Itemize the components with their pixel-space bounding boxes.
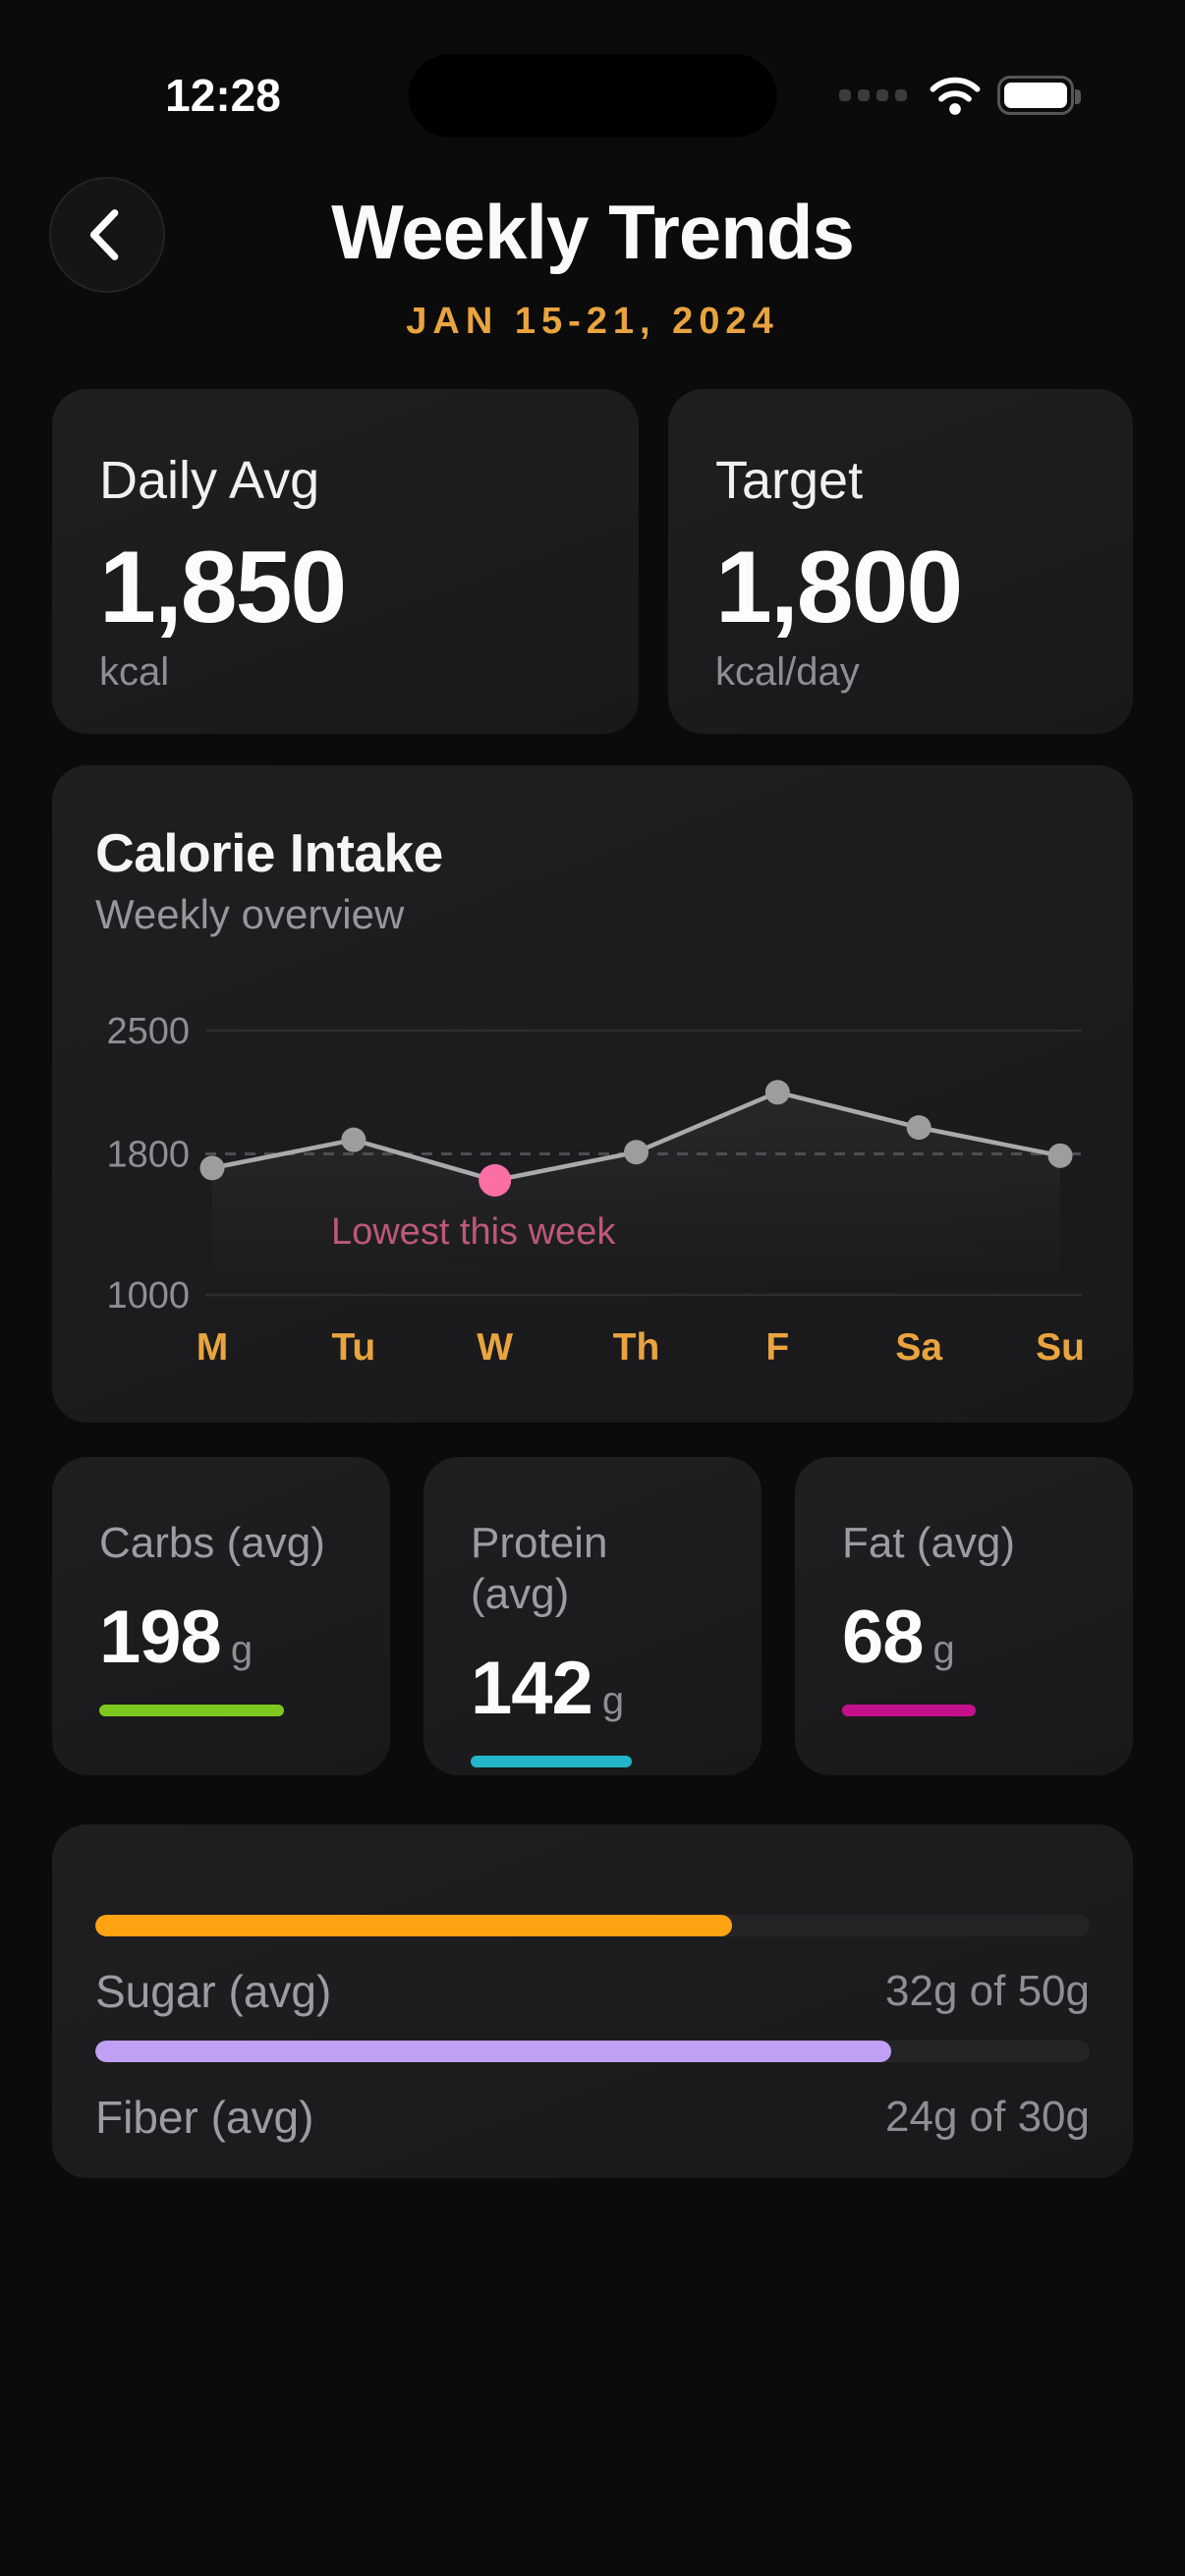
- fat-bar: [842, 1705, 977, 1716]
- chart-point-F[interactable]: [764, 1080, 790, 1105]
- fiber-progress-fill: [95, 2041, 891, 2062]
- chart-day-label-Sa: Sa: [895, 1326, 942, 1369]
- progress-label: Fiber (avg): [95, 2092, 314, 2143]
- target-card: Target 1,800 kcal/day: [668, 389, 1133, 734]
- chart-ytick-1000: 1000: [106, 1275, 190, 1316]
- main-content: Daily Avg 1,850 kcal Target 1,800 kcal/d…: [0, 389, 1185, 2178]
- chart-title: Calorie Intake: [95, 822, 443, 883]
- status-icons: [839, 75, 1081, 116]
- status-time: 12:28: [165, 70, 281, 121]
- back-button[interactable]: [49, 177, 165, 293]
- macro-value: 68: [842, 1596, 925, 1679]
- chart-point-W[interactable]: [479, 1163, 512, 1197]
- battery-icon: [997, 76, 1081, 115]
- macro-label: Protein (avg): [471, 1519, 608, 1618]
- calorie-chart-svg: 2500 1800 1000 Lowest this week M Tu W Th F Sa Su: [106, 1011, 1085, 1369]
- macro-unit: g: [230, 1628, 254, 1671]
- wifi-icon: [930, 77, 981, 115]
- chart-day-label-W: W: [477, 1326, 513, 1369]
- carbs-bar: [99, 1705, 285, 1716]
- macro-value: 142: [471, 1647, 593, 1730]
- daily-avg-card: Daily Avg 1,850 kcal: [52, 389, 639, 734]
- progress-status: 32g of 50g: [885, 1967, 1090, 2015]
- macro-row: Carbs (avg) 198 g Protein (avg) 142 g Fa…: [52, 1457, 1133, 1775]
- summary-row: Daily Avg 1,850 kcal Target 1,800 kcal/d…: [52, 389, 1133, 734]
- sugar-progress-row: Sugar (avg) 32g of 50g: [95, 1915, 1090, 2019]
- fat-card: Fat (avg) 68 g: [795, 1457, 1133, 1775]
- macro-unit: g: [601, 1679, 625, 1722]
- fiber-progress-row: Fiber (avg) 24g of 30g: [95, 2041, 1090, 2145]
- chart-ytick-2500: 2500: [106, 1011, 190, 1052]
- macro-unit: g: [932, 1628, 955, 1671]
- page-title: Weekly Trends: [331, 189, 855, 275]
- date-range: JAN 15-21, 2024: [406, 301, 779, 342]
- sugar-progress-fill: [95, 1915, 732, 1936]
- progress-label: Sugar (avg): [95, 1966, 332, 2017]
- chart-day-label-Th: Th: [613, 1326, 660, 1369]
- stat-value: 1,850: [99, 531, 347, 644]
- dynamic-island: [408, 54, 777, 138]
- chart-point-Su[interactable]: [1047, 1143, 1073, 1168]
- chart-area-fill: [212, 1092, 1060, 1295]
- progress-status: 24g of 30g: [885, 2093, 1090, 2141]
- chart-annotation: Lowest this week: [331, 1211, 616, 1253]
- battery-level: [1004, 83, 1067, 108]
- chart-ytick-1800: 1800: [106, 1135, 190, 1176]
- chart-day-label-Su: Su: [1036, 1326, 1085, 1369]
- chart-point-Th[interactable]: [624, 1140, 649, 1165]
- protein-card: Protein (avg) 142 g: [423, 1457, 762, 1775]
- chart-day-label-M: M: [197, 1326, 229, 1369]
- protein-bar: [471, 1756, 632, 1767]
- macro-value: 198: [99, 1596, 222, 1679]
- chart-day-label-Tu: Tu: [331, 1326, 375, 1369]
- cellular-signal-icon: [839, 89, 907, 101]
- carbs-card: Carbs (avg) 198 g: [52, 1457, 390, 1775]
- stat-unit: kcal/day: [715, 650, 860, 694]
- chart-day-label-F: F: [765, 1326, 789, 1369]
- header: Weekly Trends JAN 15-21, 2024: [0, 147, 1185, 344]
- stat-label: Daily Avg: [99, 451, 320, 510]
- macro-label: Fat (avg): [842, 1519, 1016, 1567]
- stat-unit: kcal: [99, 650, 170, 694]
- chart-point-Tu[interactable]: [341, 1127, 367, 1152]
- status-bar: 12:28: [0, 0, 1185, 147]
- stat-value: 1,800: [715, 531, 963, 644]
- macro-label: Carbs (avg): [99, 1519, 325, 1567]
- chart-point-Sa[interactable]: [906, 1115, 931, 1141]
- chevron-left-icon: [89, 209, 119, 260]
- calorie-intake-card: Calorie Intake Weekly overview 2500 1800 1…: [52, 765, 1133, 1423]
- sugar-progress-track: [95, 1915, 1090, 1936]
- chart-point-M[interactable]: [199, 1155, 225, 1181]
- sugar-fiber-card: Sugar (avg) 32g of 50g Fiber (avg) 24g o…: [52, 1824, 1133, 2178]
- chart-subtitle: Weekly overview: [95, 891, 405, 937]
- fiber-progress-track: [95, 2041, 1090, 2062]
- stat-label: Target: [715, 451, 864, 510]
